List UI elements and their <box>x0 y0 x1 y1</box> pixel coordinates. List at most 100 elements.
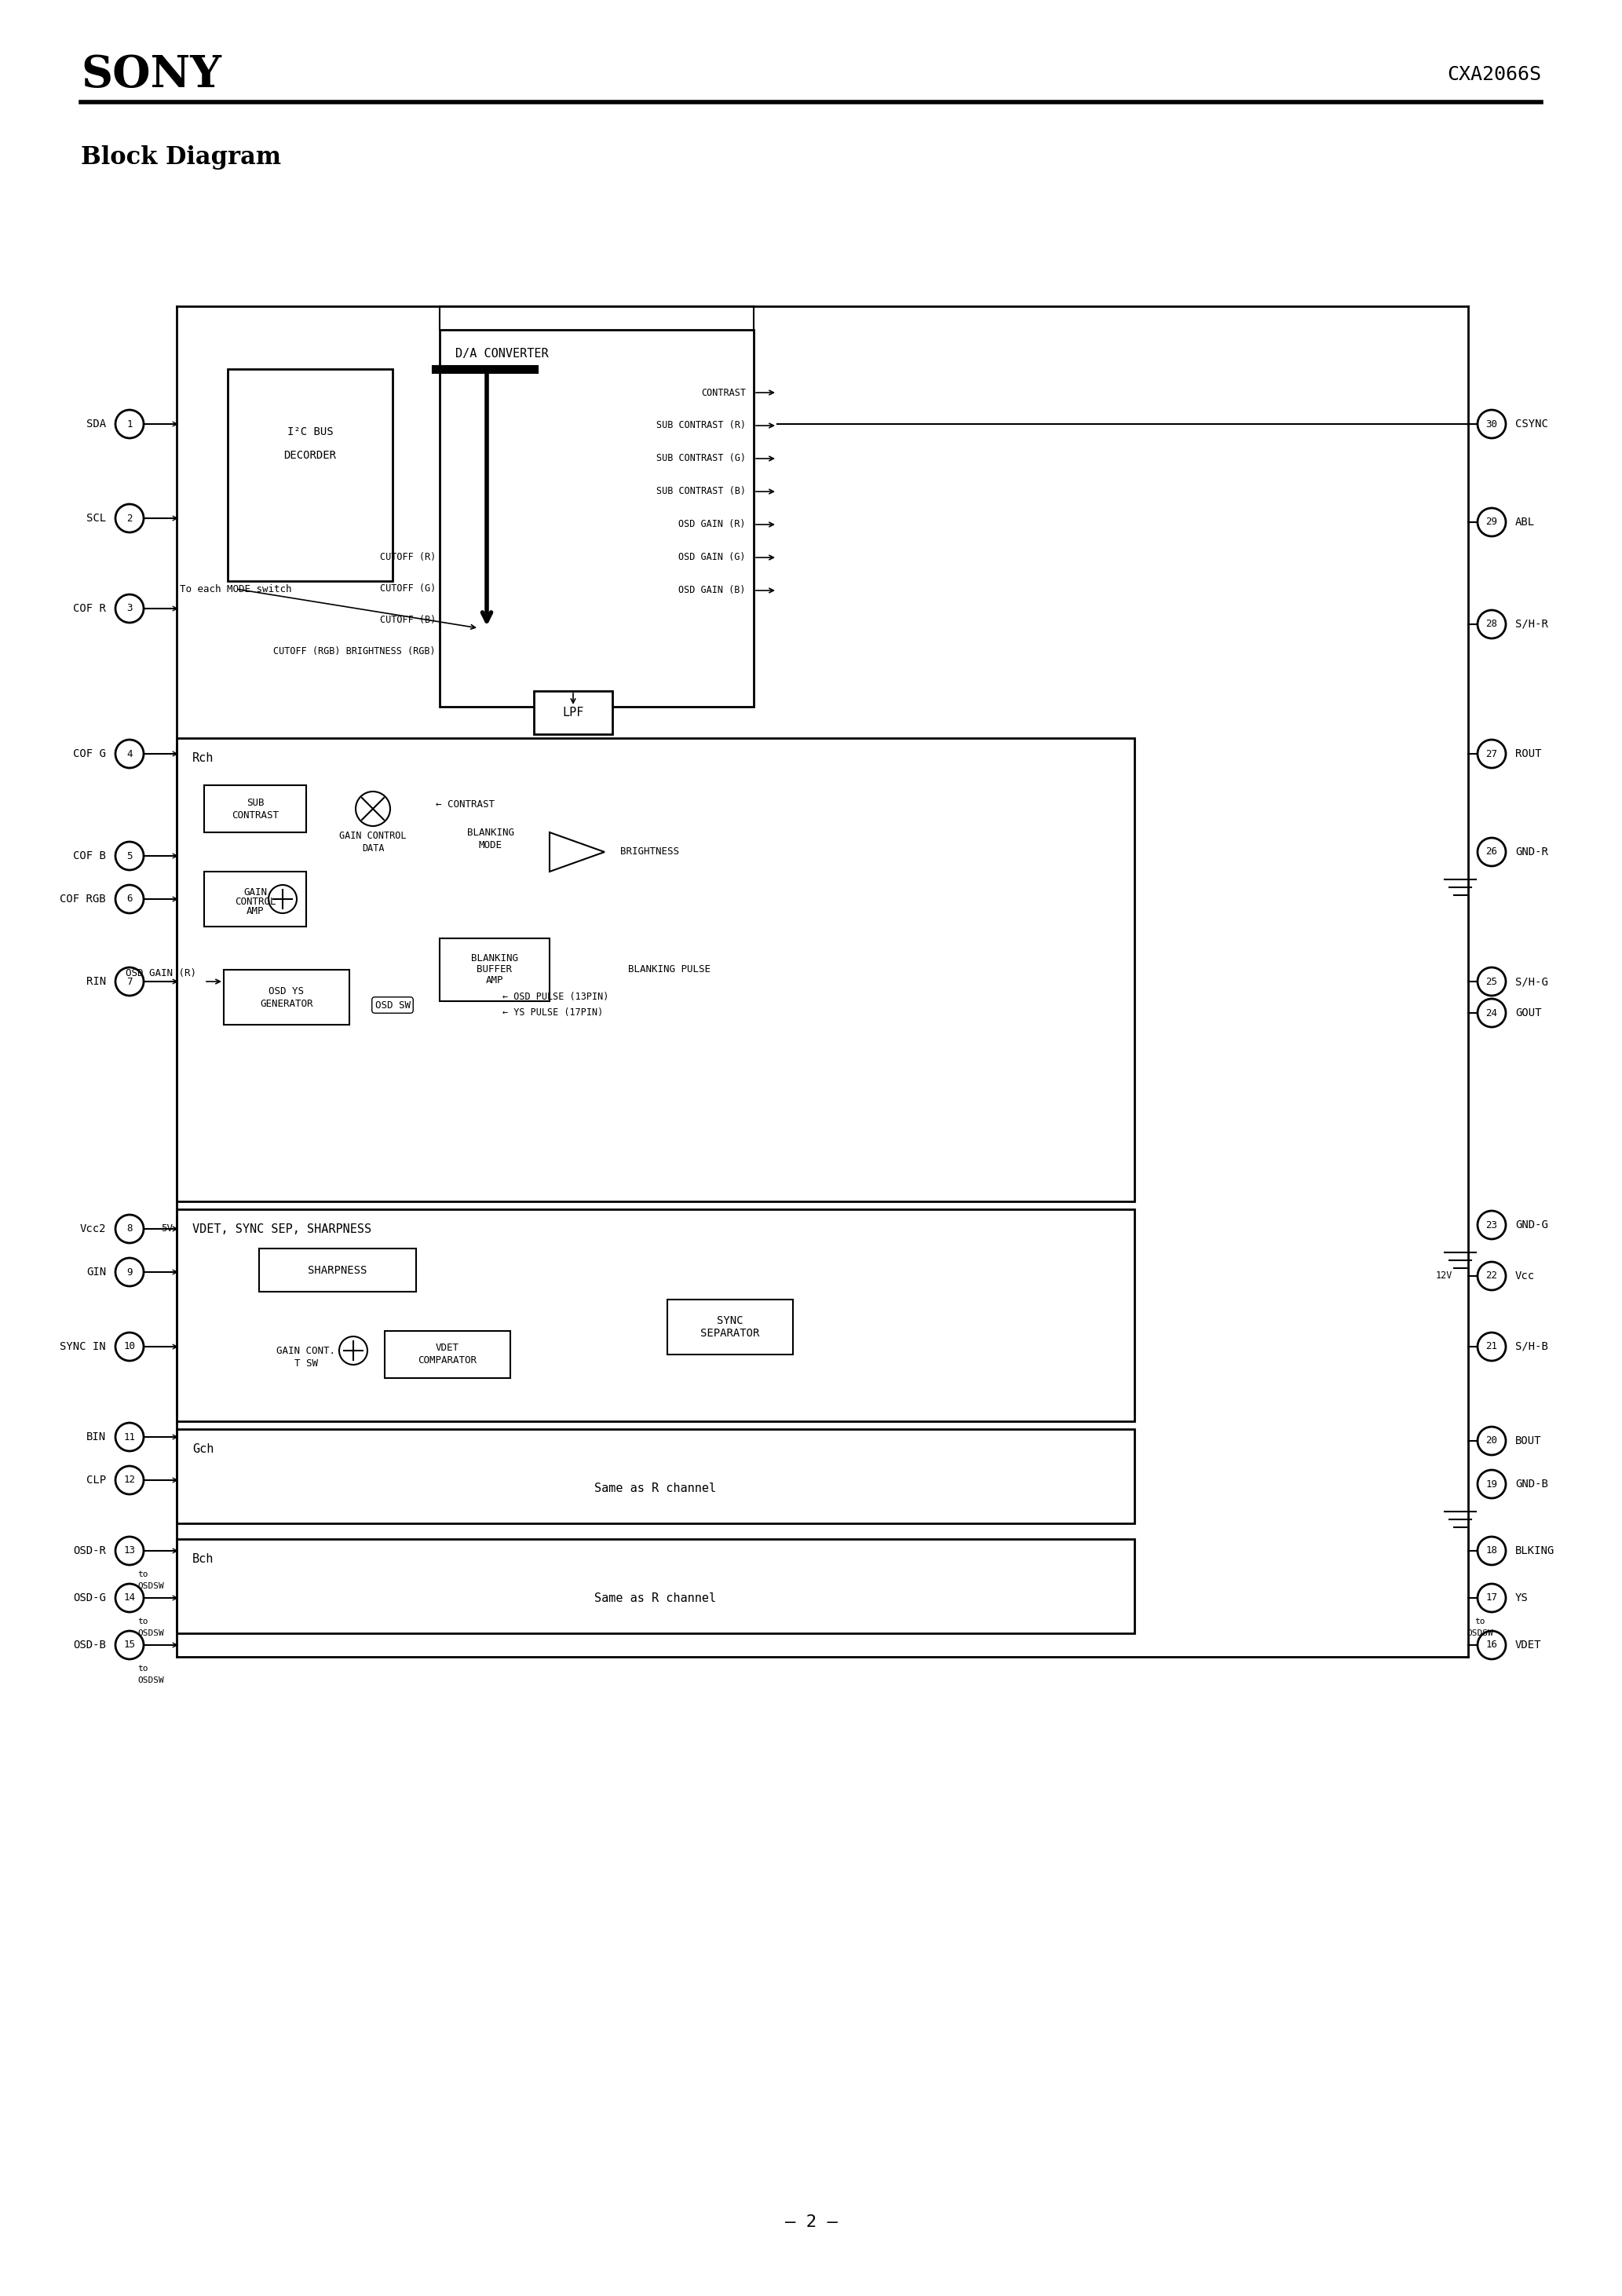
Bar <box>384 1332 511 1378</box>
Text: LPF: LPF <box>563 707 584 719</box>
Bar <box>177 1428 1134 1522</box>
Text: AMP: AMP <box>247 907 264 916</box>
Text: 24: 24 <box>1486 1008 1497 1017</box>
Text: 6: 6 <box>127 893 133 905</box>
Text: Rch: Rch <box>193 751 214 765</box>
Text: YS: YS <box>1515 1593 1528 1603</box>
Text: Vcc2: Vcc2 <box>79 1224 105 1235</box>
Text: 12: 12 <box>123 1474 135 1486</box>
Text: 16: 16 <box>1486 1639 1497 1651</box>
Bar <box>667 1300 793 1355</box>
Text: GND-G: GND-G <box>1515 1219 1547 1231</box>
Bar <box>260 1249 417 1293</box>
Bar <box>177 1210 1134 1421</box>
Text: ROUT: ROUT <box>1515 748 1541 760</box>
Text: 25: 25 <box>1486 976 1497 987</box>
Text: OSDSW: OSDSW <box>138 1630 164 1637</box>
Text: Same as R channel: Same as R channel <box>595 1483 717 1495</box>
Bar <box>204 785 307 833</box>
Text: I²C BUS: I²C BUS <box>287 427 333 436</box>
Text: BLANKING: BLANKING <box>467 827 514 838</box>
Text: BLANKING: BLANKING <box>470 953 517 964</box>
Text: to: to <box>138 1570 148 1577</box>
Text: S/H-R: S/H-R <box>1515 618 1547 629</box>
Text: 2: 2 <box>127 512 133 523</box>
Text: 26: 26 <box>1486 847 1497 856</box>
Text: 19: 19 <box>1486 1479 1497 1490</box>
Text: 8: 8 <box>127 1224 133 1233</box>
Text: GAIN CONTROL: GAIN CONTROL <box>339 831 407 840</box>
Text: CONTROL: CONTROL <box>235 898 276 907</box>
Text: 11: 11 <box>123 1433 135 1442</box>
Text: 12V: 12V <box>1435 1272 1452 1281</box>
Text: Gch: Gch <box>193 1442 214 1456</box>
Text: DATA: DATA <box>362 843 384 854</box>
Text: to: to <box>1474 1619 1486 1626</box>
Text: OSD GAIN (G): OSD GAIN (G) <box>678 553 746 563</box>
Text: T SW: T SW <box>295 1359 318 1368</box>
Bar <box>440 939 550 1001</box>
Text: OSD YS: OSD YS <box>269 985 305 996</box>
Text: OSD SW: OSD SW <box>375 1001 410 1010</box>
Text: 22: 22 <box>1486 1272 1497 1281</box>
Text: CUTOFF (RGB) BRIGHTNESS (RGB): CUTOFF (RGB) BRIGHTNESS (RGB) <box>274 647 436 657</box>
Text: COF B: COF B <box>73 850 105 861</box>
Text: GENERATOR: GENERATOR <box>260 999 313 1008</box>
Text: AMP: AMP <box>485 976 503 985</box>
Text: 21: 21 <box>1486 1341 1497 1352</box>
Text: OSD-B: OSD-B <box>73 1639 105 1651</box>
Text: To each MODE switch: To each MODE switch <box>180 583 292 595</box>
Text: SUB CONTRAST (G): SUB CONTRAST (G) <box>657 455 746 464</box>
Text: CUTOFF (R): CUTOFF (R) <box>380 553 436 563</box>
Text: – 2 –: – 2 – <box>785 2213 837 2229</box>
Text: 5: 5 <box>127 852 133 861</box>
Text: 14: 14 <box>123 1593 135 1603</box>
Text: 20: 20 <box>1486 1435 1497 1446</box>
Text: CONTRAST: CONTRAST <box>232 810 279 820</box>
Text: GAIN: GAIN <box>243 889 268 898</box>
Bar <box>534 691 613 735</box>
Text: OSDSW: OSDSW <box>1466 1630 1494 1637</box>
Text: CLP: CLP <box>86 1474 105 1486</box>
Text: VDET: VDET <box>1515 1639 1541 1651</box>
Text: SUB CONTRAST (B): SUB CONTRAST (B) <box>657 487 746 496</box>
Text: CSYNC: CSYNC <box>1515 418 1547 429</box>
Bar <box>177 737 1134 1201</box>
Text: CUTOFF (G): CUTOFF (G) <box>380 583 436 595</box>
Text: to: to <box>138 1619 148 1626</box>
Text: 29: 29 <box>1486 517 1497 528</box>
Text: 23: 23 <box>1486 1219 1497 1231</box>
Bar <box>204 872 307 928</box>
Text: GIN: GIN <box>86 1267 105 1277</box>
Text: OSD-R: OSD-R <box>73 1545 105 1557</box>
Text: S/H-B: S/H-B <box>1515 1341 1547 1352</box>
Text: DECORDER: DECORDER <box>284 450 336 461</box>
Text: 10: 10 <box>123 1341 135 1352</box>
Text: SHARPNESS: SHARPNESS <box>308 1265 367 1277</box>
Text: 28: 28 <box>1486 620 1497 629</box>
Text: SYNC: SYNC <box>717 1316 743 1327</box>
Text: OSD-G: OSD-G <box>73 1593 105 1603</box>
Text: COF RGB: COF RGB <box>60 893 105 905</box>
Text: 3: 3 <box>127 604 133 613</box>
Text: CUTOFF (B): CUTOFF (B) <box>380 615 436 625</box>
Text: S/H-G: S/H-G <box>1515 976 1547 987</box>
Bar <box>177 1538 1134 1632</box>
Text: SONY: SONY <box>81 53 221 96</box>
Text: ABL: ABL <box>1515 517 1534 528</box>
Text: 30: 30 <box>1486 418 1497 429</box>
Text: 9: 9 <box>127 1267 133 1277</box>
Text: COF R: COF R <box>73 604 105 613</box>
Text: MODE: MODE <box>478 840 503 850</box>
Text: BLKING: BLKING <box>1515 1545 1554 1557</box>
Text: 4: 4 <box>127 748 133 760</box>
Text: OSDSW: OSDSW <box>138 1676 164 1685</box>
Text: SYNC IN: SYNC IN <box>60 1341 105 1352</box>
Bar <box>440 331 754 707</box>
Bar <box>224 969 349 1024</box>
Text: Vcc: Vcc <box>1515 1270 1534 1281</box>
Text: Bch: Bch <box>193 1552 214 1564</box>
Text: OSD GAIN (R): OSD GAIN (R) <box>125 969 196 978</box>
Bar <box>227 370 393 581</box>
Text: RIN: RIN <box>86 976 105 987</box>
